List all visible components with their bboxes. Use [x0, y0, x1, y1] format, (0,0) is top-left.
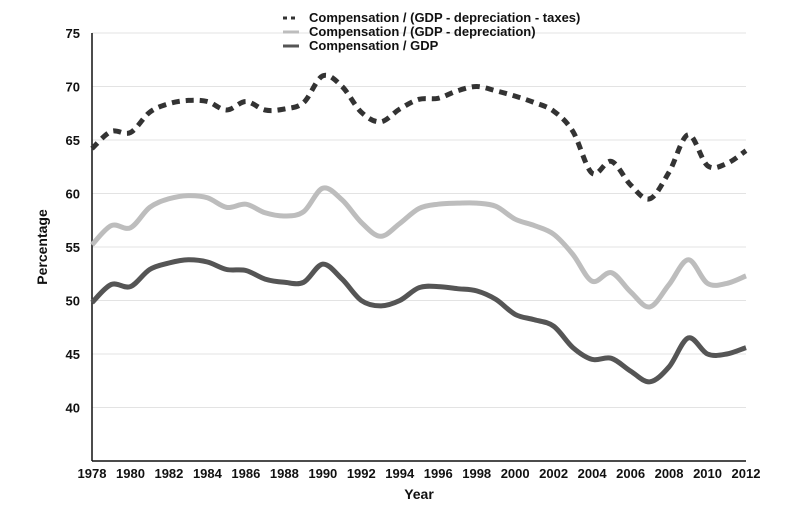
- x-tick-label: 1984: [193, 466, 223, 481]
- y-tick-label: 65: [66, 133, 80, 148]
- x-axis-title: Year: [404, 486, 434, 502]
- x-tick-label: 2000: [501, 466, 530, 481]
- x-tick-label: 2004: [578, 466, 608, 481]
- series-line-1: [90, 185, 747, 310]
- y-tick-label: 45: [66, 347, 80, 362]
- axes: 40 45 50 55 60 65 70 75 1978 1980 1982 1984 1986 1988…: [66, 26, 761, 481]
- y-axis-title: Percentage: [34, 209, 50, 285]
- x-tick-label: 1990: [308, 466, 337, 481]
- x-tick-label: 2006: [616, 466, 645, 481]
- legend-label-1: Compensation / (GDP - depreciation): [309, 24, 536, 39]
- x-tick-label: 2012: [732, 466, 761, 481]
- legend-label-0: Compensation / (GDP - depreciation - tax…: [309, 10, 580, 25]
- legend: Compensation / (GDP - depreciation - tax…: [283, 10, 580, 53]
- x-tick-label: 1994: [385, 466, 415, 481]
- series-line-0: [90, 72, 748, 202]
- x-tick-label: 1998: [462, 466, 491, 481]
- y-tick-label: 75: [66, 26, 80, 41]
- y-tick-label: 70: [66, 80, 80, 95]
- x-tick-label: 1982: [154, 466, 183, 481]
- x-tick-label: 1978: [78, 466, 107, 481]
- y-tick-label: 55: [66, 240, 80, 255]
- series-line-2: [90, 257, 747, 385]
- x-tick-label: 2002: [539, 466, 568, 481]
- x-tick-label: 1980: [116, 466, 145, 481]
- x-tick-label: 1986: [231, 466, 260, 481]
- y-tick-label: 50: [66, 294, 80, 309]
- series-lines: [90, 72, 748, 385]
- x-tick-label: 1992: [347, 466, 376, 481]
- x-tick-label: 2010: [693, 466, 722, 481]
- legend-label-2: Compensation / GDP: [309, 38, 439, 53]
- y-tick-label: 40: [66, 401, 80, 416]
- y-tick-label: 60: [66, 187, 80, 202]
- x-tick-label: 1996: [424, 466, 453, 481]
- x-tick-label: 1988: [270, 466, 299, 481]
- gridlines: [92, 32, 746, 408]
- x-tick-label: 2008: [655, 466, 684, 481]
